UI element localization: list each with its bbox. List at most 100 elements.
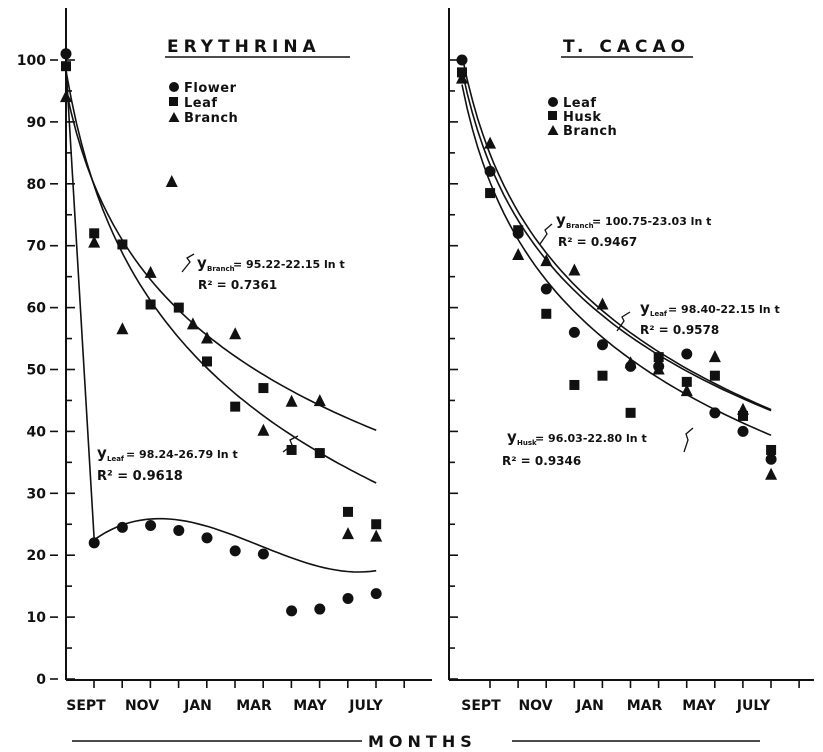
data-point-flower [314, 603, 326, 615]
annotation-subscript: Branch [207, 265, 235, 273]
data-point-leaf [456, 54, 468, 66]
x-tick-label: JULY [348, 698, 383, 714]
y-tick-label: 20 [27, 548, 47, 564]
axes-layer: 0 10 20 30 40 50 60 70 80 90 100 SEPT NOV JAN MAR MAY JU… [17, 8, 814, 714]
legend-label-branch: Branch [184, 111, 238, 126]
data-point-branch [144, 265, 157, 278]
annotation-y: y [507, 428, 517, 446]
data-point-branch [765, 467, 778, 480]
data-point-flower [173, 524, 185, 536]
data-point-branch [456, 71, 468, 84]
y-tick-label: 30 [27, 486, 47, 502]
annotation-arrow [616, 311, 631, 332]
data-point-branch [257, 423, 270, 436]
legend-square-marker [169, 97, 178, 106]
legend-label-branch: Branch [563, 124, 617, 139]
data-point-leaf [737, 425, 749, 437]
y-tick-label: 100 [17, 53, 46, 69]
data-point-husk [541, 308, 552, 319]
data-point-branch [229, 327, 242, 340]
data-point-branch [680, 384, 693, 397]
fit-curve-branch [461, 55, 772, 411]
data-point-branch [186, 317, 199, 330]
data-point-branch [285, 394, 298, 407]
panel-title-erythrina: ERYTHRINA [167, 37, 321, 57]
annotation-cacao-husk: y Husk = 96.03-22.80 ln t R² = 0.9346 [502, 427, 694, 468]
fit-curve-branch [65, 89, 377, 432]
y-tick-label: 60 [27, 301, 47, 317]
data-point-leaf [540, 283, 552, 295]
data-point-flower [257, 548, 269, 560]
y-tick-label: 40 [27, 424, 47, 440]
data-point-flower [60, 48, 72, 60]
x-tick-label: NOV [125, 698, 159, 714]
annotation-arrow [539, 223, 553, 245]
x-tick-label: MAR [627, 698, 663, 714]
annotation-r2: R² = 0.7361 [198, 278, 277, 292]
annotation-subscript: Leaf [650, 310, 668, 318]
y-tick-label: 0 [36, 672, 46, 688]
x-tick-label: SEPT [461, 698, 501, 714]
data-point-leaf [173, 302, 184, 313]
annotation-erythrina-leaf: y Leaf = 98.24-26.79 ln t R² = 0.9618 [97, 435, 299, 484]
data-point-husk [569, 379, 580, 390]
annotation-arrow [181, 253, 195, 273]
points-layer [60, 48, 778, 617]
fit-curve-leaf [461, 69, 772, 412]
y-tick-label: 80 [27, 177, 47, 193]
legend-label-flower: Flower [184, 81, 237, 96]
data-point-leaf [258, 383, 269, 394]
x-tick-label: MAY [293, 698, 327, 714]
annotation-r2: R² = 0.9578 [640, 323, 719, 337]
annotation-equation: = 96.03-22.80 ln t [535, 432, 647, 445]
annotation-equation: = 95.22-22.15 ln t [233, 258, 345, 271]
x-tick-label: JAN [575, 698, 604, 714]
y-tick-label: 50 [27, 363, 47, 379]
annotation-r2: R² = 0.9346 [502, 454, 581, 468]
data-point-branch [116, 322, 129, 335]
data-point-branch [596, 297, 609, 310]
data-point-branch [737, 402, 749, 415]
data-point-leaf [286, 444, 297, 455]
data-point-branch [540, 254, 553, 267]
data-point-branch [652, 362, 665, 375]
annotation-r2: R² = 0.9467 [558, 235, 637, 249]
data-point-leaf [597, 339, 608, 351]
data-point-branch [60, 90, 72, 103]
data-point-flower [342, 593, 354, 605]
data-point-husk [485, 188, 496, 199]
annotation-y: y [197, 254, 207, 272]
data-point-leaf [230, 401, 241, 412]
data-point-husk [625, 407, 636, 418]
data-point-flower [286, 605, 298, 617]
data-point-husk [766, 444, 777, 455]
y-tick-label: 90 [27, 115, 47, 131]
x-tick-label: MAR [236, 698, 272, 714]
annotation-y: y [556, 211, 566, 229]
annotation-y: y [640, 299, 650, 317]
annotation-subscript: Leaf [107, 455, 125, 463]
data-point-husk [709, 370, 720, 381]
data-point-branch [624, 356, 637, 369]
legend-erythrina: Flower Leaf Branch [168, 81, 238, 126]
data-point-leaf [371, 519, 382, 530]
y-tick-label: 10 [27, 610, 47, 626]
data-point-flower [201, 532, 213, 544]
data-point-flower [88, 537, 100, 549]
legend-label-leaf: Leaf [184, 96, 218, 111]
data-point-flower [370, 588, 382, 600]
data-point-leaf [709, 407, 721, 419]
legend-label-husk: Husk [563, 110, 602, 125]
annotation-equation: = 98.40-22.15 ln t [668, 303, 780, 316]
data-point-leaf [61, 61, 71, 72]
data-point-leaf [765, 453, 777, 465]
annotation-arrow [683, 427, 694, 453]
legend-label-leaf: Leaf [563, 96, 597, 111]
annotation-r2: R² = 0.9618 [97, 469, 183, 484]
annotation-erythrina-branch: y Branch = 95.22-22.15 ln t R² = 0.7361 [181, 253, 345, 292]
legend-square-marker [548, 111, 557, 120]
annotation-cacao-leaf: y Leaf = 98.40-22.15 ln t R² = 0.9578 [616, 299, 780, 337]
data-point-leaf [202, 356, 212, 367]
data-point-leaf [145, 299, 156, 310]
